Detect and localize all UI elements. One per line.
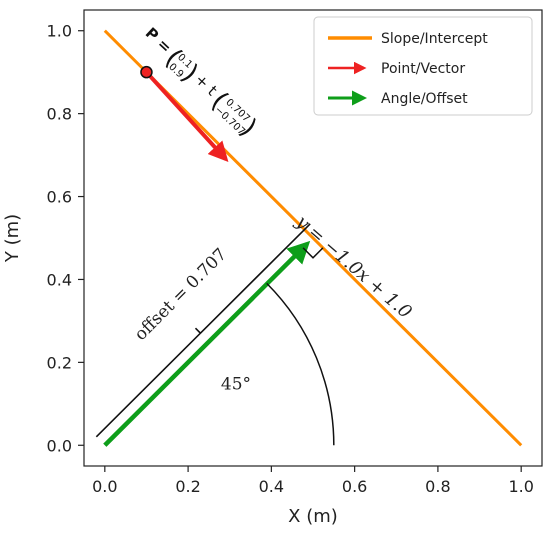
angle-label: 45°: [221, 374, 251, 394]
right-angle-marker: [302, 247, 324, 259]
x-tick-label: 0.4: [259, 477, 284, 496]
offset-label: offset = 0.707: [131, 245, 231, 345]
param-prefix: P =: [142, 24, 175, 57]
legend-label-point: Point/Vector: [381, 61, 465, 77]
angle-arc: [266, 282, 335, 446]
anchor-point-marker: [140, 65, 153, 79]
legend-label-angle: Angle/Offset: [381, 91, 468, 107]
plot-frame: [83, 9, 543, 467]
series-angle-offset-arrow: [103, 240, 311, 447]
x-axis-title: X (m): [288, 506, 338, 527]
y-tick-label: 0.0: [47, 436, 72, 455]
legend-label-slope: Slope/Intercept: [381, 31, 488, 47]
y-tick-label: 1.0: [47, 22, 72, 41]
y-axis-ticks: 0.0 0.2 0.4 0.6 0.8 1.0: [47, 22, 84, 455]
x-tick-label: 0.2: [175, 477, 200, 496]
y-tick-label: 0.4: [47, 270, 72, 289]
y-axis-title: Y (m): [2, 214, 23, 263]
x-tick-label: 0.6: [342, 477, 367, 496]
x-tick-label: 0.8: [425, 477, 450, 496]
offset-bracket: [95, 223, 311, 438]
y-tick-label: 0.2: [47, 353, 72, 372]
x-axis-ticks: 0.0 0.2 0.4 0.6 0.8 1.0: [92, 466, 534, 496]
y-tick-label: 0.6: [47, 188, 72, 207]
series-point-vector-arrow: [144, 70, 229, 163]
line-equation-label: y = −1.0x + 1.0: [291, 211, 416, 323]
legend: Slope/Intercept Point/Vector Angle/Offse…: [313, 16, 533, 116]
x-tick-label: 1.0: [508, 477, 533, 496]
y-tick-label: 0.8: [47, 105, 72, 124]
x-tick-label: 0.0: [92, 477, 117, 496]
series-layer: [103, 29, 523, 447]
legend-box: [313, 16, 533, 116]
